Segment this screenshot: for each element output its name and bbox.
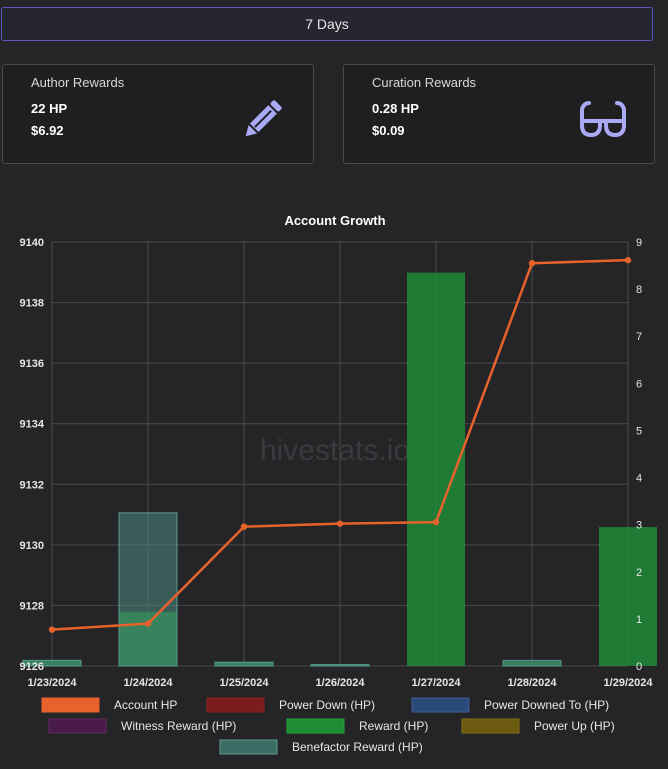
y-left-tick-label: 9138 [20,298,44,310]
point-account-hp [144,620,152,627]
account-growth-chart: Account Growth hivestats.io 912691289130… [20,213,657,755]
y-right-tick-label: 0 [636,661,642,673]
curation-rewards-hp: 0.28 HP [372,101,419,116]
point-account-hp [48,626,56,633]
legend-swatch[interactable] [411,697,470,713]
point-account-hp [240,523,248,530]
x-tick-label: 1/26/2024 [316,677,366,689]
bar-benefactor-reward-hp [22,659,82,667]
author-rewards-usd: $6.92 [31,123,64,138]
bar-benefactor-reward-hp [502,659,562,667]
legend-label[interactable]: Account HP [114,698,177,712]
x-tick-label: 1/27/2024 [412,677,462,689]
bar-benefactor-reward-hp [310,664,370,667]
legend-swatch[interactable] [48,718,107,734]
legend-swatch[interactable] [41,697,100,713]
point-account-hp [336,520,344,527]
bar-reward-hp [599,527,657,666]
legend-swatch[interactable] [219,739,278,755]
y-left-tick-label: 9128 [20,600,44,612]
legend-label[interactable]: Power Downed To (HP) [484,698,609,712]
glasses-icon [580,101,626,137]
legend-swatch[interactable] [461,718,520,734]
period-7-days-button[interactable]: 7 Days [1,7,653,41]
y-right-tick-label: 1 [636,614,642,626]
chart-title: Account Growth [284,213,385,228]
y-left-tick-label: 9126 [20,661,44,673]
y-right-tick-label: 7 [636,331,642,343]
curation-rewards-card: Curation Rewards 0.28 HP $0.09 [343,64,655,164]
bar-benefactor-reward-hp [118,512,178,667]
y-right-tick-label: 8 [636,284,642,296]
y-right-tick-label: 4 [636,473,642,485]
legend-label[interactable]: Witness Reward (HP) [121,719,236,733]
point-account-hp [432,518,440,526]
point-account-hp [528,260,536,267]
chart-axes: 912691289130913291349136913891401/23/202… [20,237,654,689]
y-right-tick-label: 9 [636,237,642,249]
author-rewards-card: Author Rewards 22 HP $6.92 [2,64,314,164]
bar-benefactor-reward-hp [214,661,274,667]
x-tick-label: 1/29/2024 [604,677,654,689]
y-left-tick-label: 9134 [20,419,45,431]
x-tick-label: 1/28/2024 [508,677,558,689]
y-left-tick-label: 9130 [20,540,44,552]
curation-rewards-title: Curation Rewards [372,75,477,90]
chart-bars [22,272,657,667]
pencil-icon [245,100,282,137]
legend-label[interactable]: Power Down (HP) [279,698,375,712]
chart-watermark: hivestats.io [260,434,410,467]
legend-label[interactable]: Power Up (HP) [534,719,615,733]
x-tick-label: 1/24/2024 [124,677,174,689]
y-right-tick-label: 5 [636,425,642,437]
x-tick-label: 1/23/2024 [28,677,78,689]
chart-legend[interactable]: Account HP Power Down (HP) Power Downed To… [41,697,615,755]
chart-line [48,256,632,633]
point-account-hp [624,256,632,264]
legend-label[interactable]: Benefactor Reward (HP) [292,740,423,754]
y-left-tick-label: 9132 [20,479,44,491]
legend-swatch[interactable] [206,697,265,713]
legend-label[interactable]: Reward (HP) [359,719,428,733]
y-right-tick-label: 2 [636,567,642,579]
x-tick-label: 1/25/2024 [220,677,270,689]
author-rewards-hp: 22 HP [31,101,68,116]
author-rewards-title: Author Rewards [31,75,125,90]
curation-rewards-usd: $0.09 [372,123,405,138]
legend-swatch[interactable] [286,718,345,734]
y-left-tick-label: 9136 [20,358,44,370]
y-left-tick-label: 9140 [20,237,44,249]
y-right-tick-label: 6 [636,378,642,390]
y-right-tick-label: 3 [636,520,642,532]
